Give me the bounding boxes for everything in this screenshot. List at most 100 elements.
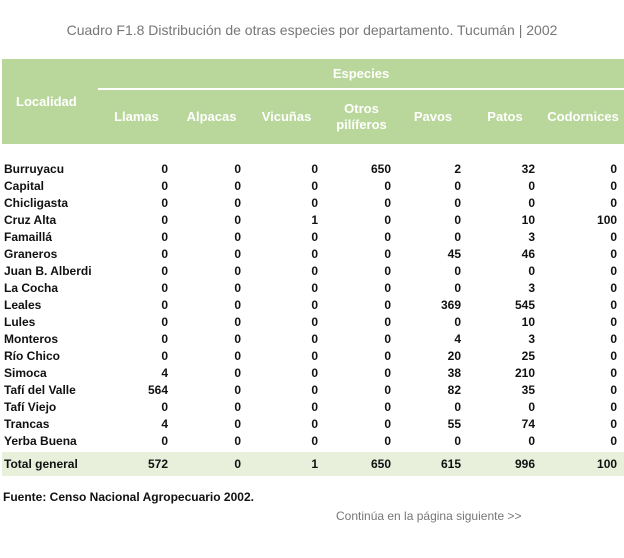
cell-value: 0 [454,195,461,210]
cell-value: 0 [311,314,318,329]
cell-value: 10 [521,314,535,329]
row-label: Leales [4,297,42,312]
cell-value: 0 [311,433,318,448]
cell-value: 4 [161,365,168,380]
cell-value: 0 [234,399,241,414]
table-row: Graneros 0 0 0 0 45 46 0 [2,245,624,262]
spacer-row [2,144,624,160]
cell-value: 0 [384,382,391,397]
cell-value: 0 [610,161,618,176]
cell-value: 0 [311,229,318,244]
cell-value: 38 [447,365,461,380]
row-label: Tafí Viejo [4,399,57,414]
cell-value: 0 [234,212,241,227]
cell-value: 0 [234,195,241,210]
column-header: Vicuñas [248,89,325,144]
table-row: Burruyacu 0 0 0 650 2 32 0 [2,160,624,177]
cell-value: 4 [454,331,461,346]
cell-value: 74 [521,416,535,431]
row-label: Famaillá [4,229,53,244]
cell-value: 0 [610,348,618,363]
cell-value: 0 [234,348,241,363]
cell-value: 0 [384,297,391,312]
cell-value: 0 [610,314,618,329]
cell-value: 4 [161,416,168,431]
cell-value: 0 [454,178,461,193]
cell-value: 0 [311,399,318,414]
cell-value: 0 [610,433,618,448]
table-row: Simoca 4 0 0 0 38 210 0 [2,364,624,381]
table-title: Cuadro F1.8 Distribución de otras especi… [66,22,558,38]
cell-value: 0 [161,433,168,448]
species-group-header: Especies [98,59,624,90]
cell-value: 0 [610,399,618,414]
cell-value: 0 [234,297,241,312]
cell-value: 0 [311,416,318,431]
cell-value: 0 [161,195,168,210]
cell-value: 0 [161,178,168,193]
cell-value: 0 [528,399,535,414]
cell-value: 0 [234,263,241,278]
cell-value: 0 [610,365,618,380]
cell-value: 0 [311,331,318,346]
column-header: Patos [468,89,542,144]
row-label: Burruyacu [4,161,65,176]
cell-value: 0 [384,433,391,448]
row-label: Capital [4,178,45,193]
row-label: Total general [2,452,98,476]
cell-value: 0 [528,178,535,193]
row-label: Monteros [4,331,58,346]
cell-value: 0 [234,382,241,397]
row-label: Lules [4,314,36,329]
table-row: Trancas 4 0 0 0 55 74 0 [2,415,624,432]
cell-value: 0 [384,229,391,244]
cell-value: 0 [234,331,241,346]
cell-value: 32 [521,161,535,176]
cell-value: 0 [234,280,241,295]
cell-value: 0 [161,263,168,278]
cell-value: 0 [175,452,248,476]
cell-value: 10 [521,212,535,227]
cell-value: 0 [161,246,168,261]
cell-value: 0 [384,314,391,329]
cell-value: 0 [384,416,391,431]
cell-value: 0 [610,280,618,295]
table-row: Juan B. Alberdi 0 0 0 0 0 0 0 [2,262,624,279]
cell-value: 615 [398,452,468,476]
cell-value: 0 [311,365,318,380]
cell-value: 545 [514,297,535,312]
table-row: Chicligasta 0 0 0 0 0 0 0 [2,194,624,211]
cell-value: 0 [384,348,391,363]
cell-value: 0 [610,195,618,210]
cell-value: 0 [234,161,241,176]
cell-value: 0 [161,212,168,227]
row-label: Yerba Buena [4,433,77,448]
table-row: Famaillá 0 0 0 0 0 3 0 [2,228,624,245]
total-row: Total general 572 0 1 650 615 996 100 [2,452,624,476]
cell-value: 0 [454,433,461,448]
cell-value: 572 [98,452,175,476]
cell-value: 0 [528,263,535,278]
cell-value: 0 [161,399,168,414]
cell-value: 650 [370,161,391,176]
column-header: Pavos [398,89,468,144]
cell-value: 0 [384,195,391,210]
cell-value: 0 [454,314,461,329]
cell-value: 0 [234,314,241,329]
continue-link[interactable]: Continúa en la página siguiente >> [336,509,522,523]
table-row: Tafí del Valle 564 0 0 0 82 35 0 [2,381,624,398]
locality-header: Localidad [2,59,98,144]
table-row: Lules 0 0 0 0 0 10 0 [2,313,624,330]
source-note: Fuente: Censo Nacional Agropecuario 2002… [3,490,254,504]
table-row: Tafí Viejo 0 0 0 0 0 0 0 [2,398,624,415]
table-row: Yerba Buena 0 0 0 0 0 0 0 [2,432,624,449]
cell-value: 210 [514,365,535,380]
cell-value: 0 [161,161,168,176]
column-header: Llamas [98,89,175,144]
cell-value: 0 [384,399,391,414]
cell-value: 0 [234,433,241,448]
cell-value: 0 [311,348,318,363]
row-label: Río Chico [4,348,60,363]
cell-value: 0 [528,195,535,210]
table-body: Burruyacu 0 0 0 650 2 32 0 Capital 0 0 0 0 0 0 0 Chiclig… [2,144,624,476]
